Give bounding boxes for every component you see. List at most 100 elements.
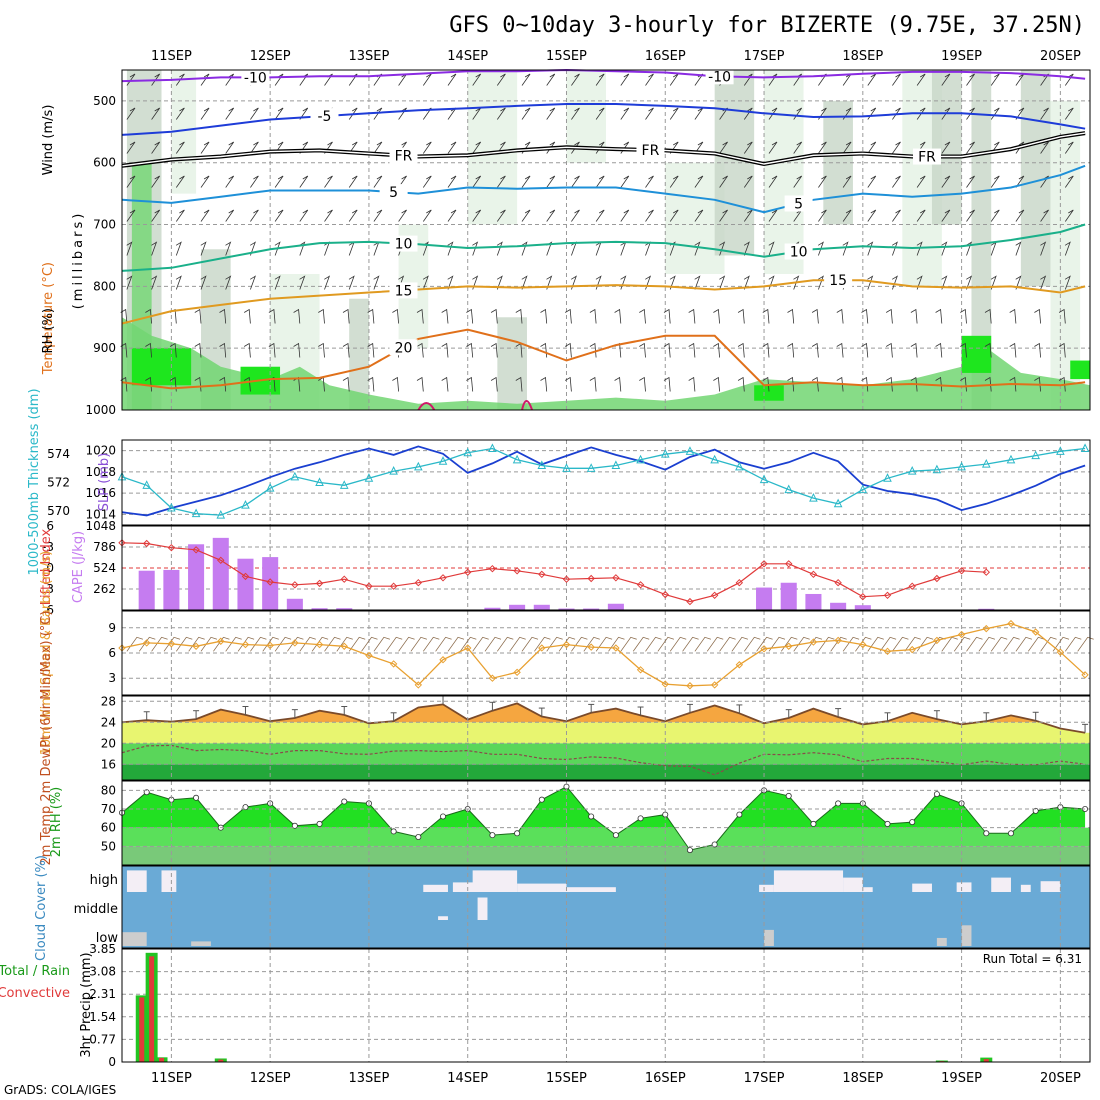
wind-barb: [274, 275, 281, 290]
wind-barb: [521, 636, 539, 652]
rh-point: [415, 834, 422, 841]
wind-frame: [121, 610, 1091, 696]
lifted-index-point: [315, 579, 324, 588]
wind-speed-point: [513, 668, 521, 677]
wind-barb: [811, 308, 819, 324]
wind-barb: [299, 275, 306, 290]
precip-convective-bar: [218, 1059, 224, 1062]
wind-barb: [299, 209, 309, 222]
wind-barb: [546, 73, 556, 86]
isotherm-label: 15: [395, 283, 413, 299]
rh-band-low: [122, 846, 1090, 865]
isotherm-label-bg: [241, 69, 270, 86]
wind-barb: [250, 175, 259, 188]
thickness-tick-label: 574: [47, 447, 70, 461]
wind-barb: [941, 73, 951, 86]
rh-saturated: [131, 348, 192, 386]
wind-barb: [534, 636, 551, 652]
wind-speed-point: [217, 637, 225, 645]
wind-barb: [620, 209, 630, 222]
wind-barb: [743, 141, 753, 154]
wind-barb: [1034, 308, 1041, 324]
wind-barb: [392, 308, 399, 324]
lifted-index-point: [365, 582, 373, 590]
wind-tick-label: 6: [108, 646, 116, 660]
precip-tick-label: 0: [108, 1055, 116, 1069]
wind-barb: [435, 636, 452, 652]
rh-point: [291, 822, 298, 829]
wind-barb: [663, 376, 671, 392]
wind-barb: [657, 636, 675, 652]
wind-barb: [966, 175, 975, 188]
cloud-level-label: middle: [74, 902, 118, 917]
temp-2m-panel: 16 20 24 28: [101, 694, 1091, 781]
precip-tick-label: 0.77: [89, 1032, 116, 1046]
temp-band-cold: [122, 764, 1090, 780]
wind-barb: [466, 342, 474, 358]
wind-barb: [496, 275, 503, 290]
cape-bar: [237, 558, 254, 610]
top-date-label: 14SEP: [447, 49, 488, 64]
wind-barb: [299, 175, 309, 188]
wind-barb: [861, 376, 869, 392]
rh-point: [1007, 830, 1014, 837]
wind-barb: [564, 308, 572, 324]
wind-barb: [916, 241, 923, 256]
wind-barb: [861, 342, 869, 358]
isotherm-label-bg: [784, 195, 813, 212]
cloud-block: [161, 870, 177, 892]
top-date-label: 11SEP: [151, 49, 192, 64]
wind-barb: [793, 275, 800, 290]
isotherm-label: -5: [318, 109, 332, 125]
wind-barb: [496, 141, 506, 154]
lifted-index-point: [587, 574, 595, 583]
wind-barb: [509, 636, 526, 652]
top-date-label: 15SEP: [546, 49, 587, 64]
wind-barb: [262, 636, 279, 652]
wind-barb: [151, 636, 168, 652]
cape-bar: [830, 602, 847, 610]
wind-barb: [719, 636, 736, 652]
wind-barb: [1015, 636, 1033, 652]
millibars-label: (millibars): [71, 211, 86, 310]
wind-barb: [966, 275, 973, 290]
wind-barb: [490, 342, 498, 358]
wind-barb: [811, 342, 819, 358]
rh-point: [711, 841, 718, 848]
bottom-date-axis: 11SEP 12SEP 13SEP 14SEP 15SEP 16SEP 17SEP 18SEP…: [151, 1071, 1081, 1086]
wind-barb: [990, 209, 1000, 222]
wind-barb: [966, 73, 975, 86]
rh-point: [489, 832, 496, 839]
wind-barb: [472, 636, 489, 652]
wind-tick-label: 3: [108, 671, 116, 685]
lifted-index-point: [291, 581, 299, 589]
cloud-block: [961, 925, 972, 946]
cape-bar: [780, 582, 797, 610]
wind-barb: [953, 636, 971, 652]
panel-side-labels: Wind (m/s) Temperature (°C) RH (%) (mill…: [0, 105, 112, 1058]
wind-barb: [472, 73, 482, 86]
wind-barb: [564, 342, 572, 358]
wind-barb: [237, 636, 255, 652]
isotherm-line: [121, 223, 1086, 272]
wind-speed-point: [562, 640, 571, 649]
isotherm-label: 20: [395, 340, 413, 356]
lifted-index-point: [340, 575, 348, 583]
wind-barb: [842, 209, 852, 222]
rh-point: [193, 794, 200, 801]
wind-barb: [1015, 275, 1022, 290]
pressure-tick-label: 800: [93, 279, 116, 293]
wind-barb: [268, 342, 276, 358]
wind-barb: [614, 376, 622, 392]
lifted-index-point: [908, 582, 916, 590]
wind-barb: [688, 342, 696, 358]
thickness-point: [784, 484, 794, 494]
isotherm-line: [121, 103, 1086, 136]
thickness-point: [216, 509, 226, 519]
temp-line: [121, 702, 1086, 734]
lifted-index-point: [982, 568, 990, 576]
rh-shade: [497, 317, 527, 410]
wind-barb: [885, 308, 893, 324]
wind-barb: [743, 175, 753, 188]
wind-barb: [768, 241, 775, 256]
